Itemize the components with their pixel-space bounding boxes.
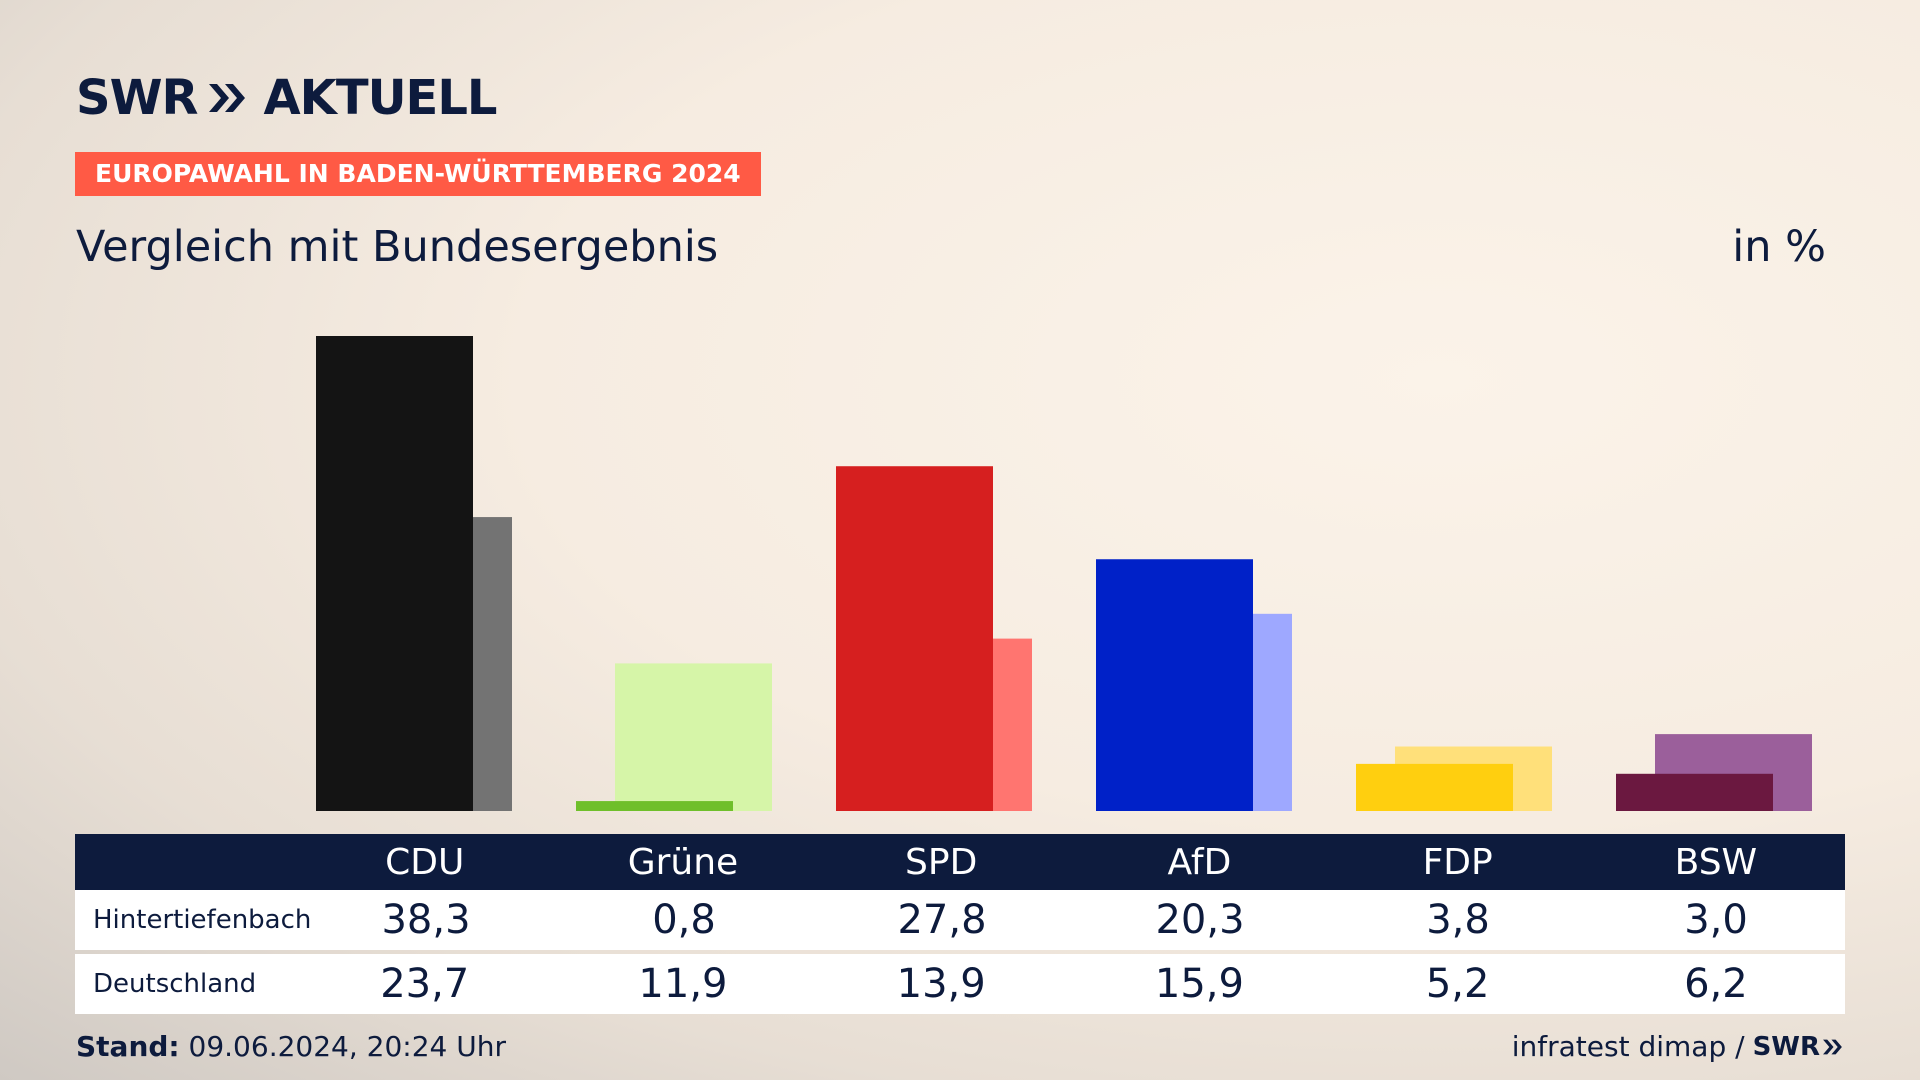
table-header-row: CDU Grüne SPD AfD FDP BSW [75, 834, 1845, 890]
table-row: Deutschland 23,7 11,9 13,9 15,9 5,2 6,2 [75, 954, 1845, 1014]
unit-label: in % [1732, 222, 1826, 272]
timestamp: Stand: 09.06.2024, 20:24 Uhr [76, 1030, 506, 1063]
stand-value: 09.06.2024, 20:24 Uhr [188, 1030, 506, 1063]
cell-value: 13,9 [896, 961, 986, 1007]
cell-value: 27,8 [897, 897, 987, 943]
mini-logo-text: SWR [1752, 1031, 1820, 1062]
bar-hintertiefenbach-4 [1356, 763, 1513, 811]
bar-hintertiefenbach-5 [1616, 773, 1773, 811]
results-table: CDU Grüne SPD AfD FDP BSW Hintertiefenba… [75, 834, 1845, 1014]
cell-value: 38,3 [381, 897, 471, 943]
cell-value: 3,0 [1684, 897, 1748, 943]
row-label: Deutschland [93, 969, 257, 999]
header-bsw: BSW [1674, 841, 1758, 883]
stand-label: Stand: [76, 1030, 180, 1063]
cell-value: 23,7 [380, 961, 470, 1007]
swr-mini-logo: SWR [1753, 1032, 1844, 1062]
bar-hintertiefenbach-0 [316, 336, 473, 811]
bar-deutschland-1 [615, 663, 772, 811]
bar-hintertiefenbach-1 [576, 801, 733, 811]
source-credit: infratest dimap / SWR [1512, 1030, 1844, 1063]
table-row: Hintertiefenbach 38,3 0,8 27,8 20,3 3,8 … [75, 890, 1845, 950]
cell-value: 15,9 [1154, 961, 1244, 1007]
bar-chart [316, 336, 1812, 811]
header-cdu: CDU [385, 841, 465, 883]
bar-hintertiefenbach-3 [1096, 559, 1253, 811]
header-spd: SPD [905, 841, 978, 883]
cell-value: 3,8 [1426, 897, 1490, 943]
header-gruene: Grüne [627, 841, 739, 883]
header-fdp: FDP [1422, 841, 1493, 883]
election-badge: EUROPAWAHL IN BADEN-WÜRTTEMBERG 2024 [75, 152, 761, 196]
bar-hintertiefenbach-2 [836, 466, 993, 811]
cell-value: 6,2 [1684, 961, 1748, 1007]
mini-chevrons-icon [1823, 1039, 1842, 1054]
chart-subtitle: Vergleich mit Bundesergebnis [76, 222, 719, 272]
swr-aktuell-logo: SWR AKTUELL [76, 70, 498, 126]
source-text: infratest dimap / [1511, 1030, 1745, 1063]
cell-value: 0,8 [652, 897, 716, 943]
logo-swr-text: SWR [76, 70, 198, 126]
logo-aktuell-text: AKTUELL [263, 70, 497, 126]
cell-value: 5,2 [1425, 961, 1490, 1007]
cell-value: 20,3 [1155, 897, 1245, 943]
header-afd: AfD [1167, 841, 1232, 883]
cell-value: 11,9 [638, 961, 728, 1007]
row-label: Hintertiefenbach [93, 905, 312, 935]
chevrons-icon [207, 80, 249, 116]
